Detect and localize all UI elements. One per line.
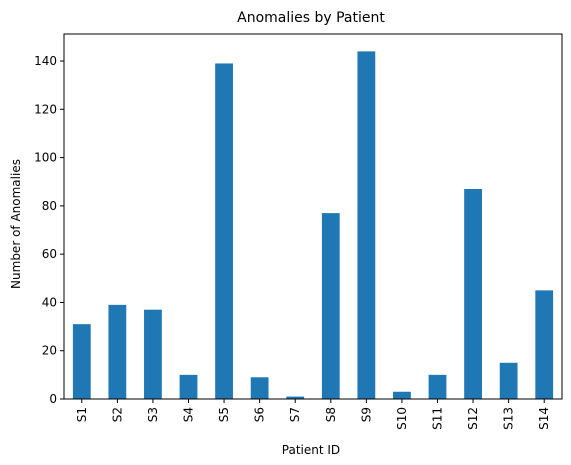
bar-S2 [108,304,127,399]
bar-S11 [428,374,447,399]
y-axis-title: Number of Anomalies [9,159,23,289]
x-tick-label: S12 [466,407,480,430]
x-tick-label: S13 [502,407,516,430]
x-tick-label: S10 [395,407,409,430]
x-tick-label: S5 [217,407,231,422]
bar-S14 [535,290,554,399]
chart-title: Anomalies by Patient [237,10,385,26]
y-tick-label: 20 [42,344,57,358]
bar-S4 [179,374,198,399]
y-tick-label: 100 [34,151,57,165]
x-tick-label: S7 [288,407,302,422]
bar-S1 [72,324,91,399]
bar-S3 [144,309,162,399]
axes-frame [63,33,563,400]
bar-S6 [250,377,269,399]
x-tick-label: S4 [182,407,196,422]
y-tick-label: 120 [34,102,57,116]
bar-S13 [499,362,518,399]
y-tick-label: 40 [42,295,57,309]
x-tick-label: S8 [324,407,338,422]
bar-S5 [215,63,233,400]
y-tick-label: 60 [42,247,57,261]
bar-S10 [393,391,411,399]
plot-area: S1 S2 S3 S4 S5 S6 S7 S8 S9 S10 S11 S12 S13 S14 0 20 40 60… [34,51,554,430]
x-tick-label: S6 [253,407,267,422]
y-tick-label: 80 [42,199,57,213]
x-axis-title: Patient ID [282,443,340,457]
x-tick-label: S1 [75,407,89,422]
x-tick-label: S2 [110,407,124,422]
x-tick-label: S11 [431,407,445,430]
y-tick-label: 0 [49,392,57,406]
x-tick-label: S3 [146,407,160,422]
bar-S9 [357,51,376,399]
bar-S12 [464,188,482,399]
x-tick-label: S14 [537,407,551,430]
bar-S7 [286,396,305,399]
x-tick-label: S9 [359,407,373,422]
bar-S8 [321,213,340,399]
y-tick-label: 140 [34,54,57,68]
